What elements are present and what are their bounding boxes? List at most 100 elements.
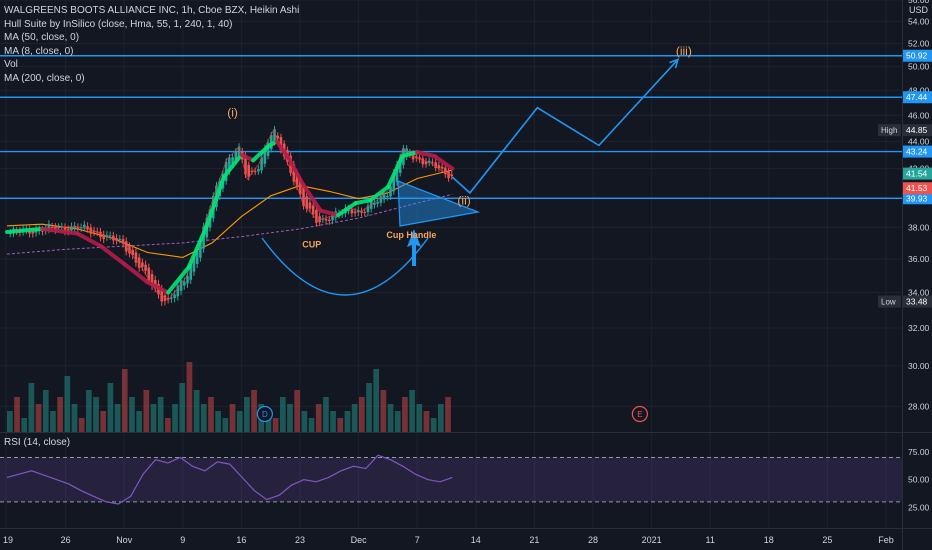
rsi-tick-label: 50.00 [908, 475, 930, 485]
x-tick-label: Nov [116, 535, 133, 545]
candle-body [315, 209, 318, 223]
rsi-legend: RSI (14, close) [4, 437, 71, 448]
volume-bar [330, 411, 336, 432]
level-label-bg [903, 192, 932, 205]
volume-bar [157, 397, 164, 432]
candle-body [189, 263, 193, 280]
level-label-bg [903, 49, 932, 62]
hull-segment [166, 265, 191, 295]
event-marker-label: D [262, 410, 268, 419]
candle-body [228, 157, 231, 172]
candle-body [257, 169, 260, 172]
candle-body [186, 276, 189, 284]
hull-segment [336, 201, 358, 218]
candle-body [128, 246, 131, 254]
y-tick-label: 38.00 [908, 222, 930, 232]
candle-body [92, 230, 96, 233]
candle-body [199, 239, 202, 258]
x-tick-label: 2021 [642, 535, 662, 545]
volume-bar [394, 411, 401, 432]
volume-bar [315, 404, 322, 432]
candle-body [115, 238, 118, 241]
volume-bar [50, 411, 56, 432]
candle-body [70, 226, 73, 231]
x-tick-label: 16 [236, 535, 246, 545]
volume-bar [373, 369, 380, 432]
candle-body [350, 209, 354, 214]
volume-bar [186, 362, 193, 432]
y-tick-label: 48.00 [908, 85, 930, 95]
x-tick-label: Dec [351, 535, 368, 545]
level-label: 50.92 [906, 51, 928, 61]
volume-bar [100, 411, 107, 432]
volume-bar [215, 411, 221, 432]
candle-body [373, 202, 376, 205]
candle-body [144, 264, 147, 271]
hull-segment [286, 155, 305, 187]
hull-segment [318, 208, 341, 218]
volume-bar [179, 383, 186, 432]
hull-segment [239, 152, 256, 163]
candle-body [250, 170, 254, 172]
price-label-value: 44.85 [906, 125, 928, 135]
volume-bar [208, 397, 214, 432]
annotation-label: (i) [227, 106, 238, 120]
volume-bar [351, 404, 358, 432]
annotation-label: (iii) [676, 44, 692, 58]
pennant-top [397, 180, 479, 213]
ma200-line [6, 193, 453, 255]
candle-body [366, 205, 370, 213]
price-label-bg [903, 295, 932, 308]
candle-body [247, 164, 251, 177]
earnings-marker [631, 405, 648, 423]
level-label: 43.24 [906, 147, 928, 157]
legend-ma8: MA (8, close, 0) [4, 45, 74, 57]
candle-body [363, 211, 367, 213]
x-tick-label: 26 [61, 535, 71, 545]
candle-body [73, 225, 76, 229]
candle-body [405, 148, 408, 157]
x-tick-label: 21 [529, 535, 539, 545]
volume-bar [78, 418, 85, 432]
y-tick-label: 52.00 [908, 38, 930, 48]
volume-bar [437, 404, 444, 432]
legend-ma50: MA (50, close, 0) [4, 32, 80, 43]
candle-body [166, 298, 170, 300]
volume-bar [129, 397, 135, 432]
legend-vol: Vol [4, 59, 18, 70]
volume-bar [21, 418, 28, 432]
volume-bar [287, 404, 293, 432]
candle-body [50, 226, 54, 228]
candle-body [141, 262, 144, 267]
price-axis [902, 0, 932, 550]
candle-body [244, 155, 247, 175]
volume-bar [337, 418, 344, 432]
candle-body [357, 210, 360, 213]
volume-bar [236, 411, 243, 432]
candle-body [379, 196, 383, 203]
level-label-bg [903, 91, 932, 104]
hull-segment [40, 226, 80, 236]
hull-segment [368, 185, 390, 203]
x-tick-label: 28 [588, 535, 598, 545]
price-label-value: 33.48 [906, 297, 928, 307]
hull-segment [145, 280, 171, 295]
candle-body [131, 249, 134, 256]
candle-body [118, 238, 122, 240]
x-tick-label: 23 [295, 535, 305, 545]
volume-bar [301, 411, 308, 432]
dividend-marker [256, 405, 273, 423]
candle-body [276, 135, 280, 139]
candle-body [427, 160, 431, 163]
volume-bar [430, 418, 437, 432]
candle-body [437, 165, 441, 169]
volume-bar [193, 390, 200, 432]
price-label-name: Low [881, 298, 896, 307]
hull-segment [385, 154, 405, 190]
candle-body [76, 227, 80, 229]
volume-bar [251, 390, 257, 432]
volume-bar [344, 411, 351, 432]
candle-body [269, 135, 273, 150]
volume-bar [323, 397, 329, 432]
